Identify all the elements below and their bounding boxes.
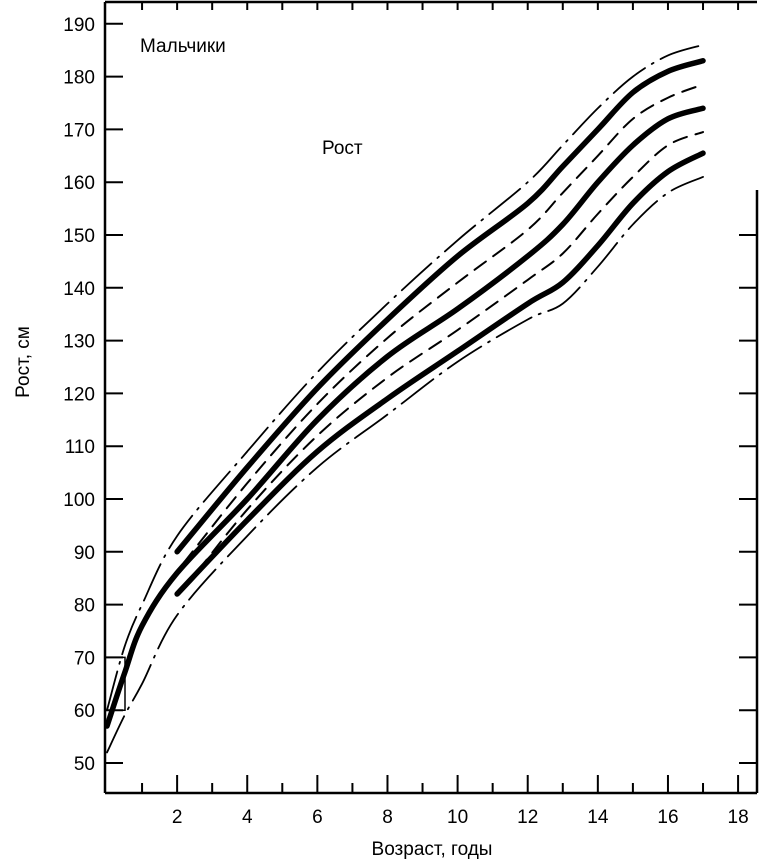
x-tick-label: 18 — [728, 807, 749, 828]
series-group — [104, 44, 706, 754]
x-tick-label: 12 — [517, 807, 538, 828]
y-tick-label: 100 — [63, 490, 95, 511]
y-tick-label: 190 — [63, 15, 95, 36]
y-tick-label: 180 — [63, 68, 95, 89]
x-tick-label: 2 — [172, 807, 183, 828]
y-tick-label: 50 — [74, 754, 95, 775]
series-line-upper-thick — [174, 58, 706, 555]
x-tick-label: 16 — [657, 807, 678, 828]
y-tick-label: 170 — [63, 120, 95, 141]
plot-frame — [103, 0, 759, 795]
y-tick-label: 110 — [65, 437, 95, 458]
y-tick-label: 60 — [74, 701, 95, 722]
y-tick-label: 150 — [63, 226, 95, 247]
chart-title: Рост — [322, 138, 363, 159]
x-tick-label: 4 — [242, 807, 253, 828]
x-tick-label: 8 — [382, 807, 393, 828]
series-line-upper-dashed — [183, 83, 705, 564]
series-line-lower-dashed — [183, 131, 705, 590]
series-line-median-thick — [104, 105, 706, 729]
y-tick-label: 160 — [63, 173, 95, 194]
y-tick-label: 90 — [74, 543, 95, 564]
x-axis-label: Возраст, годы — [372, 839, 493, 860]
x-tick-label: 6 — [312, 807, 323, 828]
series-line-outer-upper — [106, 44, 704, 712]
y-tick-label: 120 — [63, 384, 95, 405]
axis-ticks: 50 60 70 80 90 100 110 120 130 140 150 160 170 180 190… — [63, 2, 757, 828]
y-tick-label: 70 — [74, 648, 95, 669]
y-axis-label: Рост, см — [13, 326, 34, 398]
chart-subtitle: Мальчики — [140, 36, 226, 57]
y-tick-label: 130 — [63, 332, 95, 353]
series-line-lower-thick — [174, 150, 706, 597]
y-tick-label: 80 — [74, 596, 95, 617]
x-tick-label: 10 — [447, 807, 468, 828]
y-tick-label: 140 — [63, 279, 95, 300]
x-tick-label: 14 — [587, 807, 609, 828]
series-line-outer-lower — [106, 176, 704, 754]
